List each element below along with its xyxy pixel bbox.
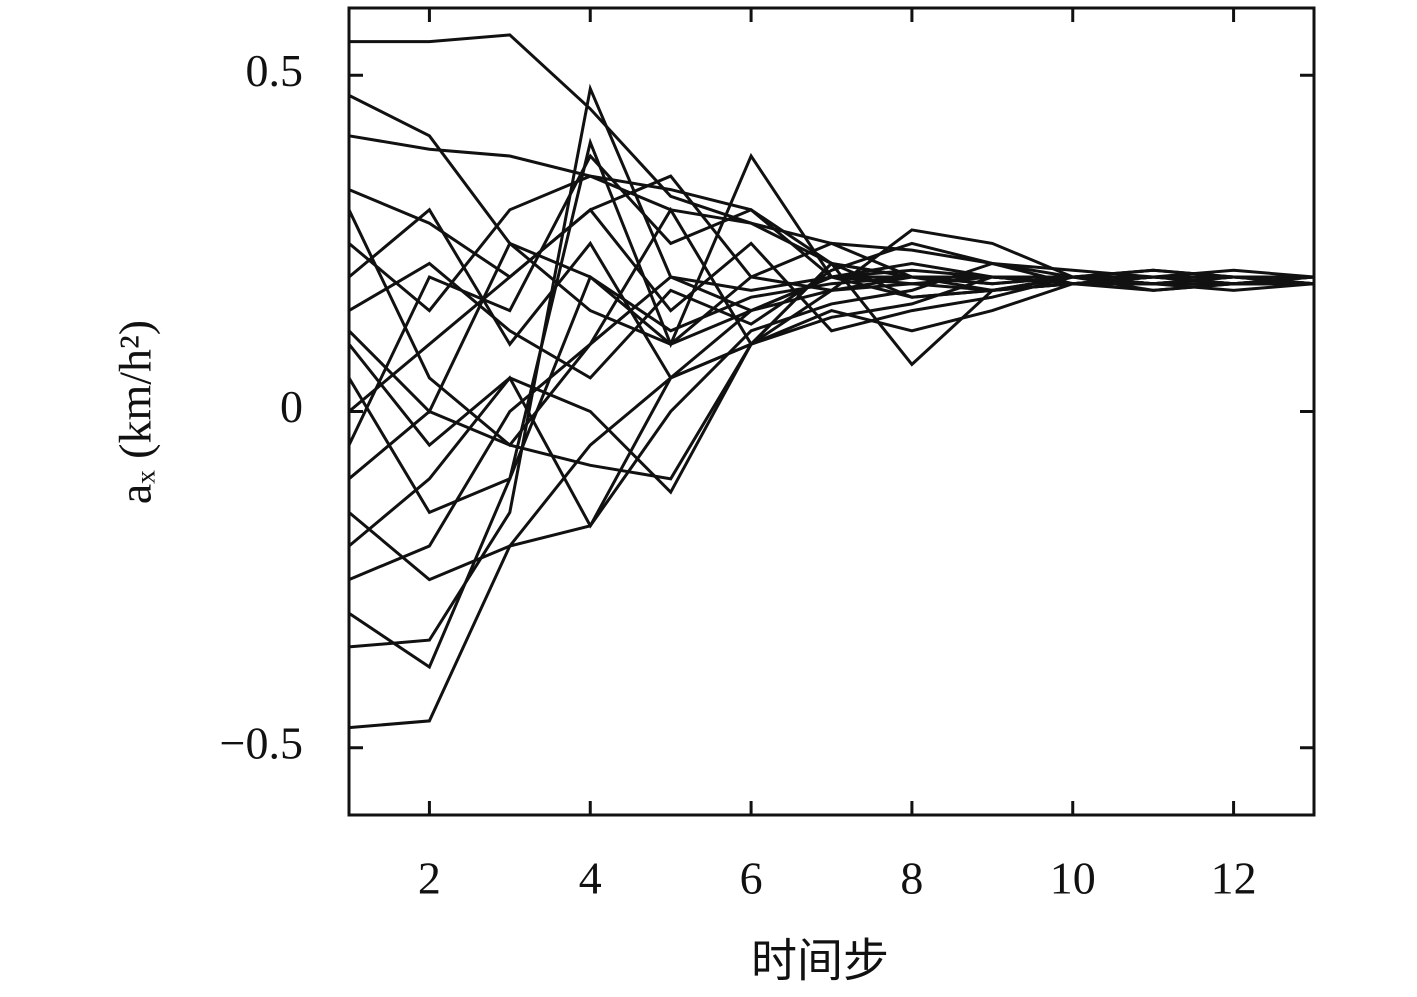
series-line — [348, 83, 1314, 649]
x-tick-label: 2 — [418, 853, 441, 904]
series-line — [348, 207, 1314, 380]
series-line — [348, 174, 1314, 292]
series-line — [347, 241, 1315, 415]
x-axis-label: 时间步 — [751, 936, 889, 987]
x-tick-label: 6 — [740, 853, 763, 904]
plot-frame — [347, 6, 1316, 817]
series-line — [348, 282, 1315, 481]
y-tick-label: −0.5 — [220, 717, 303, 768]
x-tick-label: 4 — [579, 853, 602, 904]
x-tick-label: 8 — [900, 853, 923, 904]
series-line — [347, 206, 1314, 448]
y-axis-label: aₓ (km/h²) — [110, 320, 161, 504]
series-line — [347, 274, 1314, 515]
x-tick-label: 10 — [1050, 853, 1096, 904]
series-line — [349, 33, 1314, 286]
x-tick-label: 12 — [1211, 853, 1257, 904]
series-line — [348, 94, 1315, 346]
series-line — [348, 275, 1315, 582]
series-line — [348, 282, 1314, 730]
y-tick-label: 0 — [280, 381, 303, 432]
series-line — [347, 153, 1314, 446]
series-line — [347, 261, 1314, 495]
series-line — [348, 261, 1314, 548]
y-tick-label: 0.5 — [246, 45, 304, 96]
series-line — [348, 275, 1314, 581]
